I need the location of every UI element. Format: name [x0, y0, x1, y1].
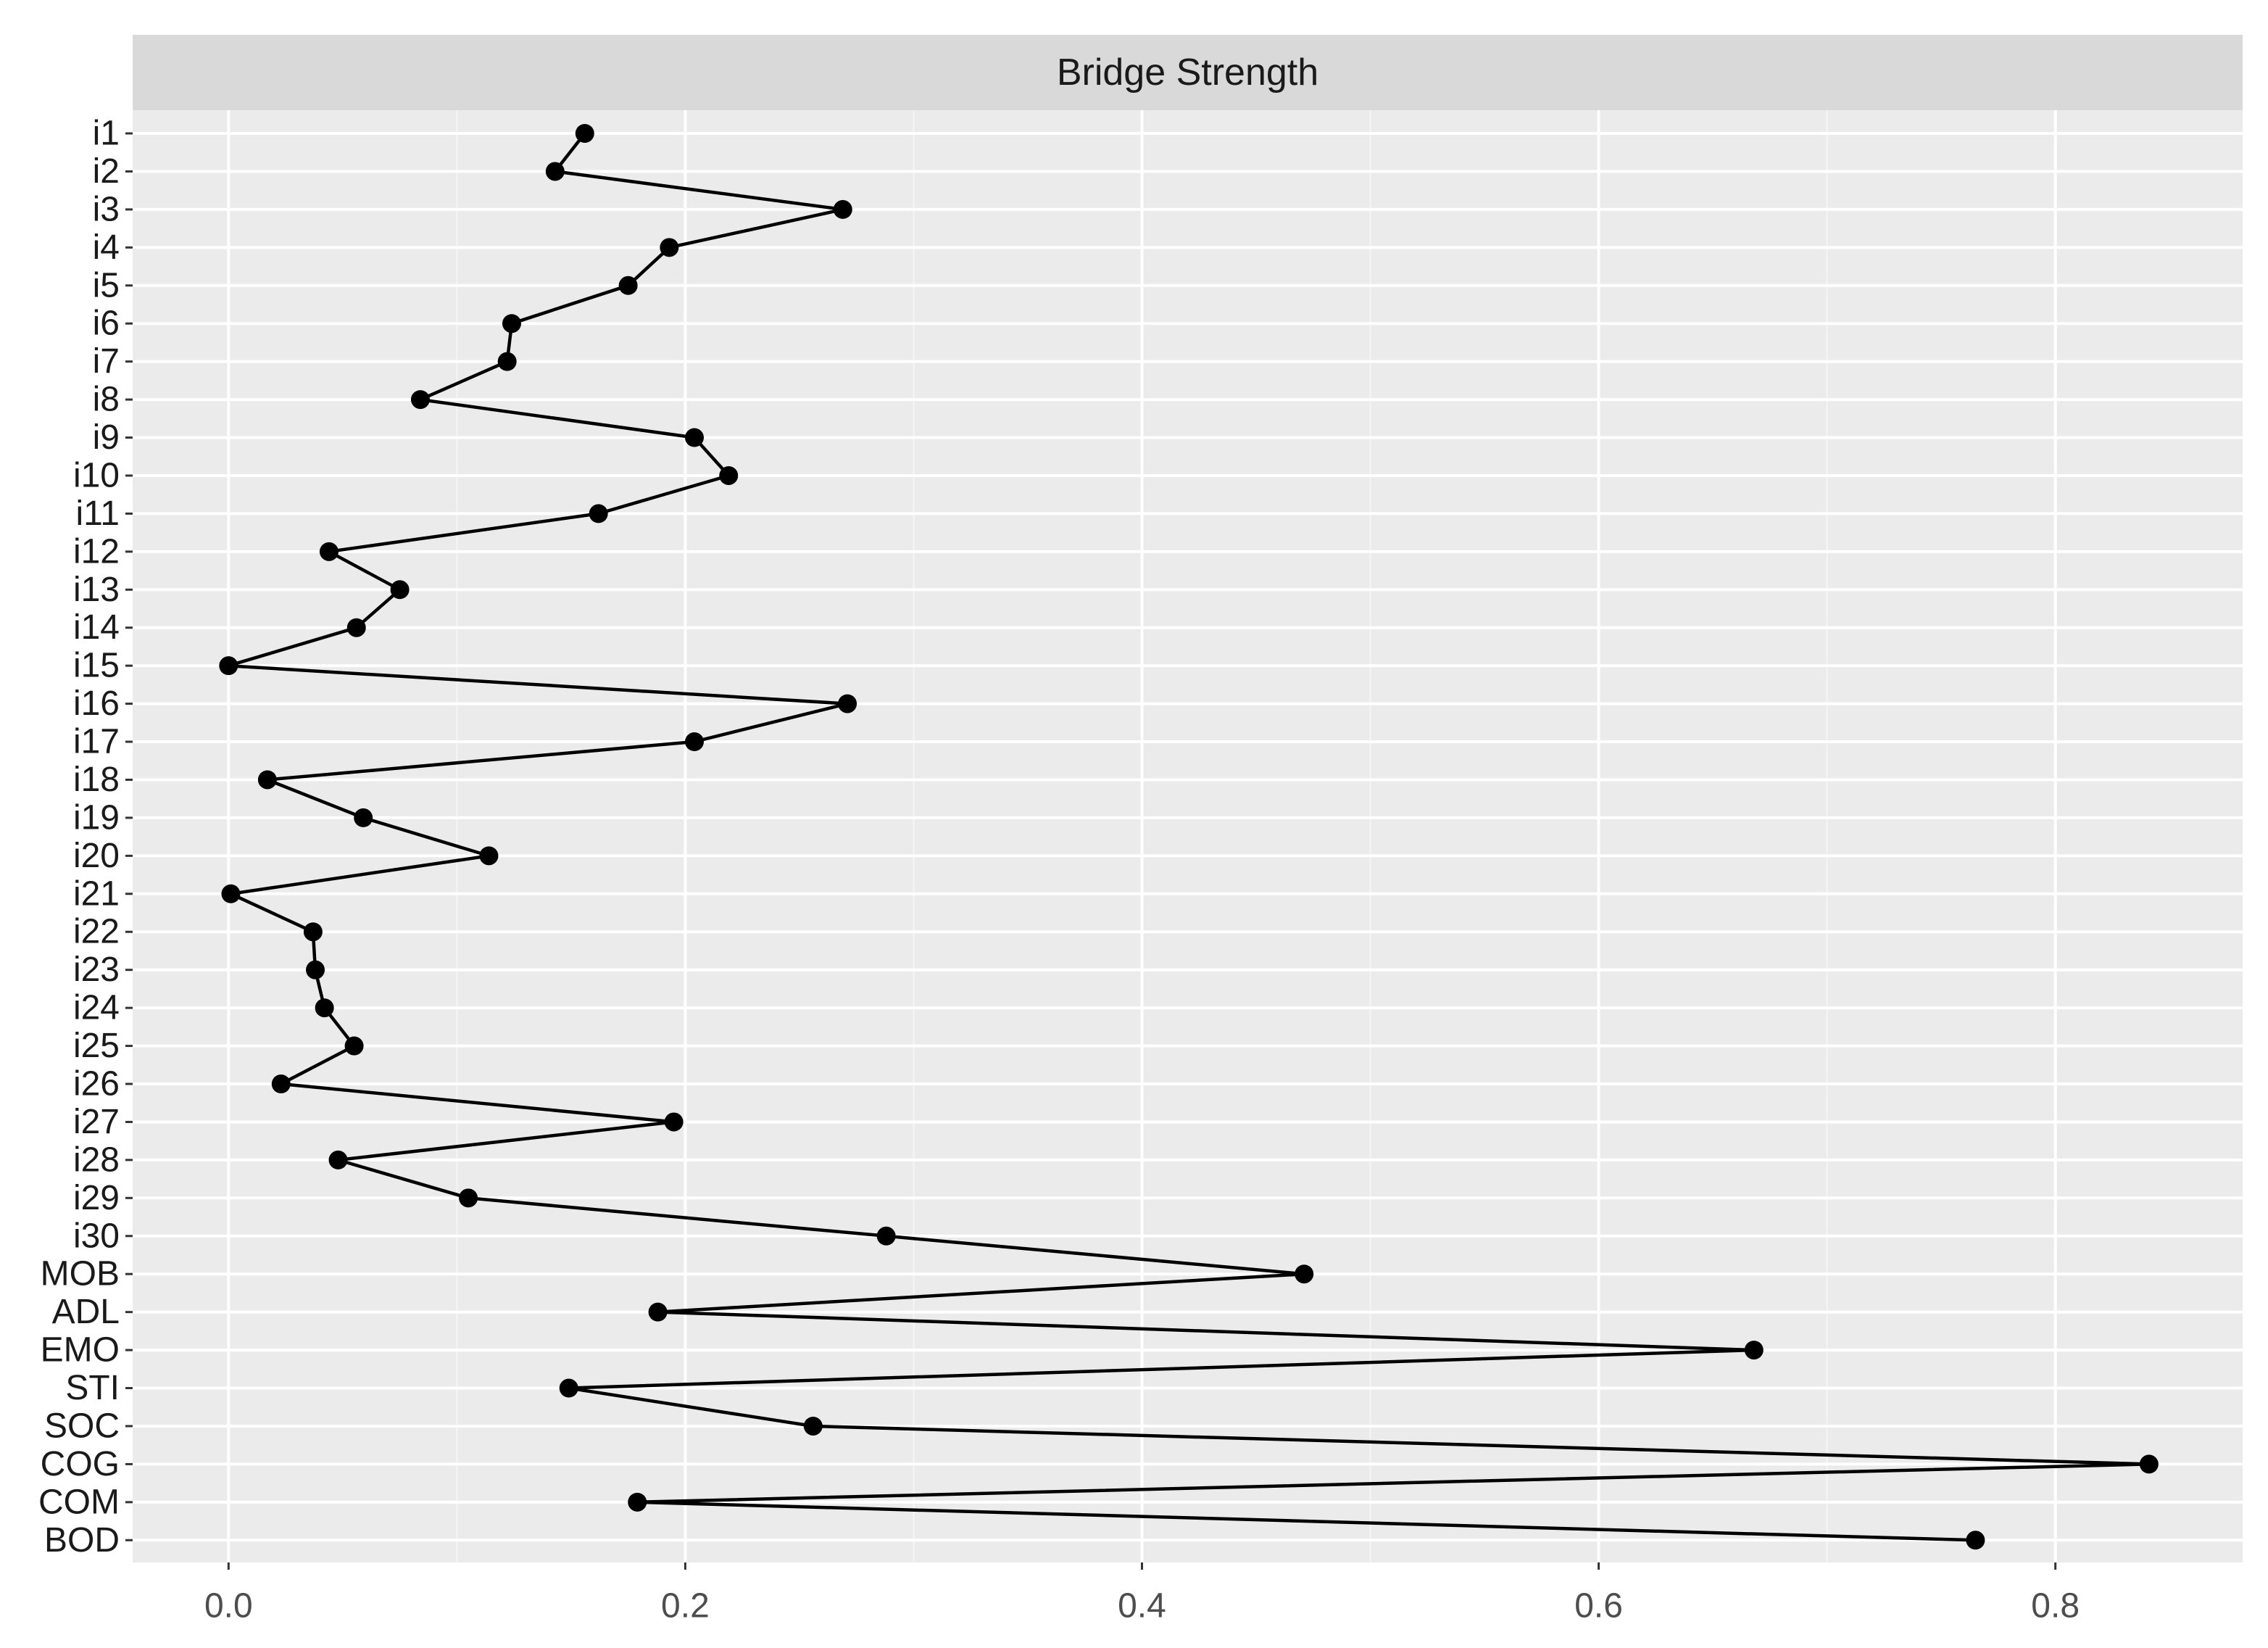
- y-tick-label: i16: [73, 684, 120, 723]
- y-tick-label: i29: [73, 1179, 120, 1217]
- y-tick-label: i15: [73, 647, 120, 685]
- data-point-i28: [328, 1150, 348, 1169]
- data-point-i29: [459, 1188, 478, 1208]
- data-point-com: [628, 1492, 647, 1512]
- y-tick-label: i12: [73, 532, 120, 571]
- data-point-i3: [833, 199, 852, 219]
- data-point-i10: [719, 465, 739, 485]
- y-tick-label: i27: [73, 1103, 120, 1141]
- y-tick-label: i3: [93, 190, 120, 228]
- y-tick-label: COM: [38, 1483, 120, 1521]
- y-tick-label: i5: [93, 266, 120, 305]
- y-tick-label: ADL: [52, 1293, 120, 1331]
- data-point-i23: [306, 960, 325, 980]
- y-tick-label: i2: [93, 152, 120, 191]
- y-tick-label: i4: [93, 228, 120, 267]
- data-point-i5: [618, 276, 638, 295]
- y-tick-label: i18: [73, 761, 120, 799]
- y-tick-label: BOD: [44, 1521, 120, 1560]
- y-tick-label: i25: [73, 1027, 120, 1065]
- data-point-i24: [315, 998, 334, 1018]
- y-tick-label: i30: [73, 1217, 120, 1255]
- data-point-cog: [2139, 1454, 2159, 1474]
- y-tick-label: i14: [73, 608, 120, 647]
- data-point-adl: [648, 1302, 668, 1322]
- y-tick-label: MOB: [41, 1255, 120, 1293]
- grid-lines: [133, 110, 2243, 1562]
- data-point-emo: [1744, 1341, 1764, 1360]
- data-point-i21: [221, 884, 241, 903]
- y-tick-label: i20: [73, 837, 120, 875]
- series-line: [227, 132, 2151, 1542]
- data-point-i4: [660, 238, 679, 257]
- y-tick-label: i26: [73, 1065, 120, 1104]
- data-point-i17: [685, 732, 705, 752]
- data-point-bod: [1966, 1531, 1985, 1550]
- y-tick-label: i1: [93, 115, 120, 153]
- y-tick-label: STI: [65, 1369, 120, 1407]
- y-tick-label: i21: [73, 874, 120, 913]
- y-tick-label: i28: [73, 1140, 120, 1179]
- data-point-i20: [479, 846, 499, 866]
- y-tick-label: i7: [93, 342, 120, 381]
- y-tick-label: SOC: [44, 1407, 120, 1445]
- data-point-i30: [876, 1226, 896, 1246]
- y-tick-label: i22: [73, 913, 120, 951]
- data-point-mob: [1295, 1264, 1314, 1284]
- facet-strip-label: Bridge Strength: [1057, 51, 1318, 94]
- y-tick-label: i19: [73, 798, 120, 837]
- series-bridge-strength: [219, 124, 2159, 1550]
- y-tick-label: i23: [73, 951, 120, 989]
- data-point-i12: [319, 542, 338, 561]
- y-tick-label: i13: [73, 571, 120, 609]
- data-point-i16: [838, 694, 857, 713]
- y-tick-label: COG: [41, 1445, 120, 1483]
- data-point-i6: [502, 314, 521, 334]
- data-point-i7: [497, 352, 517, 371]
- y-tick-label: i8: [93, 381, 120, 419]
- x-tick-label: 0.6: [1574, 1587, 1623, 1626]
- data-point-i14: [346, 618, 366, 637]
- y-tick-label: i10: [73, 456, 120, 494]
- data-point-i15: [219, 656, 238, 676]
- data-point-i18: [257, 770, 277, 790]
- data-point-i27: [664, 1112, 684, 1132]
- y-tick-label: i9: [93, 418, 120, 457]
- y-tick-label: i11: [76, 494, 120, 533]
- panel-background: [133, 110, 2243, 1562]
- y-tick-label: i17: [73, 723, 120, 761]
- facet-strip: [133, 35, 2243, 110]
- data-point-i22: [303, 922, 323, 942]
- data-point-i26: [271, 1074, 291, 1093]
- data-point-i25: [344, 1036, 364, 1056]
- y-tick-label: EMO: [41, 1331, 120, 1370]
- data-point-i9: [685, 428, 705, 447]
- data-point-i8: [410, 390, 430, 410]
- y-axis: i1i2i3i4i5i6i7i8i9i10i11i12i13i14i15i16i…: [38, 115, 133, 1560]
- x-tick-label: 0.0: [204, 1587, 253, 1626]
- x-tick-label: 0.4: [1118, 1587, 1166, 1626]
- y-tick-label: i24: [73, 989, 120, 1027]
- data-point-i13: [390, 580, 410, 600]
- x-axis: 0.0 0.2 0.4 0.6 0.8: [204, 1562, 2080, 1626]
- data-point-i2: [545, 162, 565, 181]
- data-point-soc: [803, 1416, 823, 1436]
- data-point-i19: [354, 808, 373, 827]
- data-point-i11: [589, 504, 608, 523]
- x-tick-label: 0.2: [661, 1587, 710, 1626]
- data-point-i1: [575, 124, 594, 143]
- data-point-sti: [559, 1378, 578, 1398]
- y-tick-label: i6: [93, 305, 120, 343]
- x-tick-label: 0.8: [2031, 1587, 2080, 1626]
